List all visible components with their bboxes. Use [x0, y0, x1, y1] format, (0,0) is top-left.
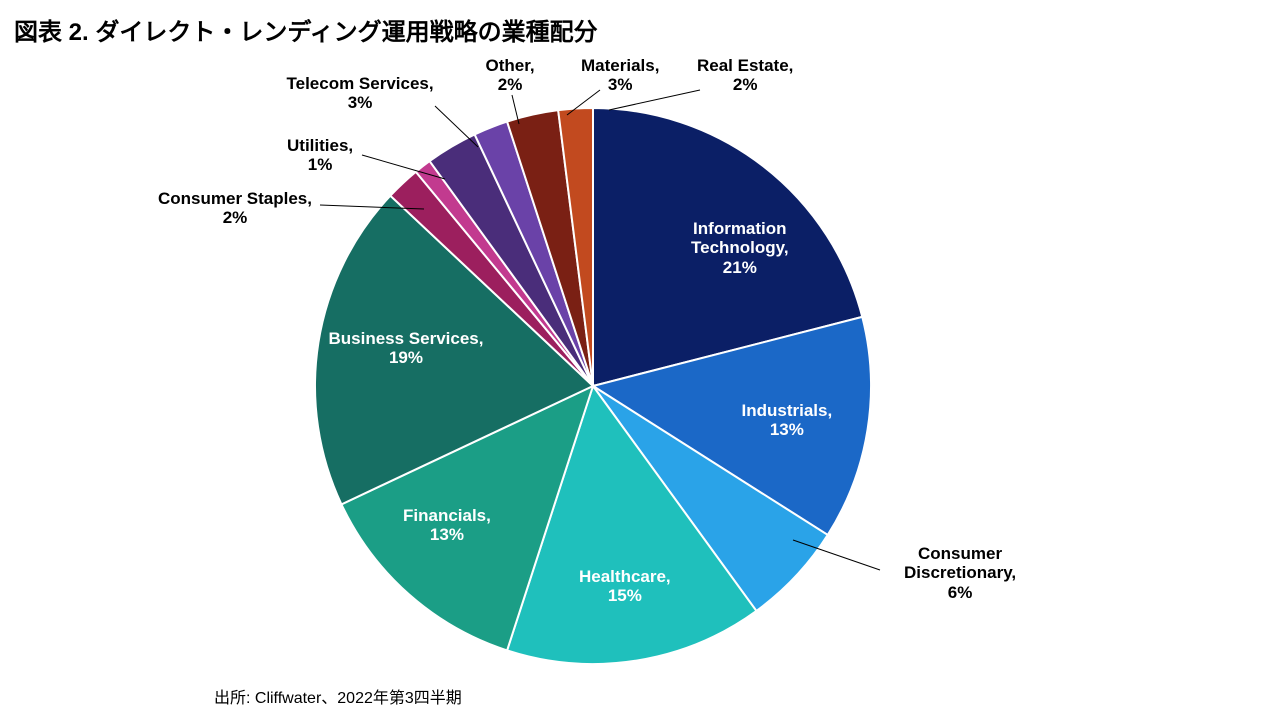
pie-svg — [0, 0, 1280, 720]
slice-label: Consumer Discretionary, 6% — [904, 544, 1016, 603]
slice-label: Healthcare, 15% — [579, 567, 671, 606]
slice-label: Business Services, 19% — [329, 329, 484, 368]
slice-label: Real Estate, 2% — [697, 56, 793, 95]
slice-label: Materials, 3% — [581, 56, 659, 95]
slice-label: Information Technology, 21% — [691, 219, 789, 278]
leader-line — [435, 106, 478, 147]
slice-label: Industrials, 13% — [742, 401, 833, 440]
pie-chart: Information Technology, 21% Industrials, … — [0, 0, 1280, 720]
slice-label: Utilities, 1% — [287, 136, 353, 175]
slice-label: Financials, 13% — [403, 506, 491, 545]
slice-label: Consumer Staples, 2% — [158, 189, 312, 228]
slice-label: Other, 2% — [486, 56, 535, 95]
slice-label: Telecom Services, 3% — [287, 74, 434, 113]
